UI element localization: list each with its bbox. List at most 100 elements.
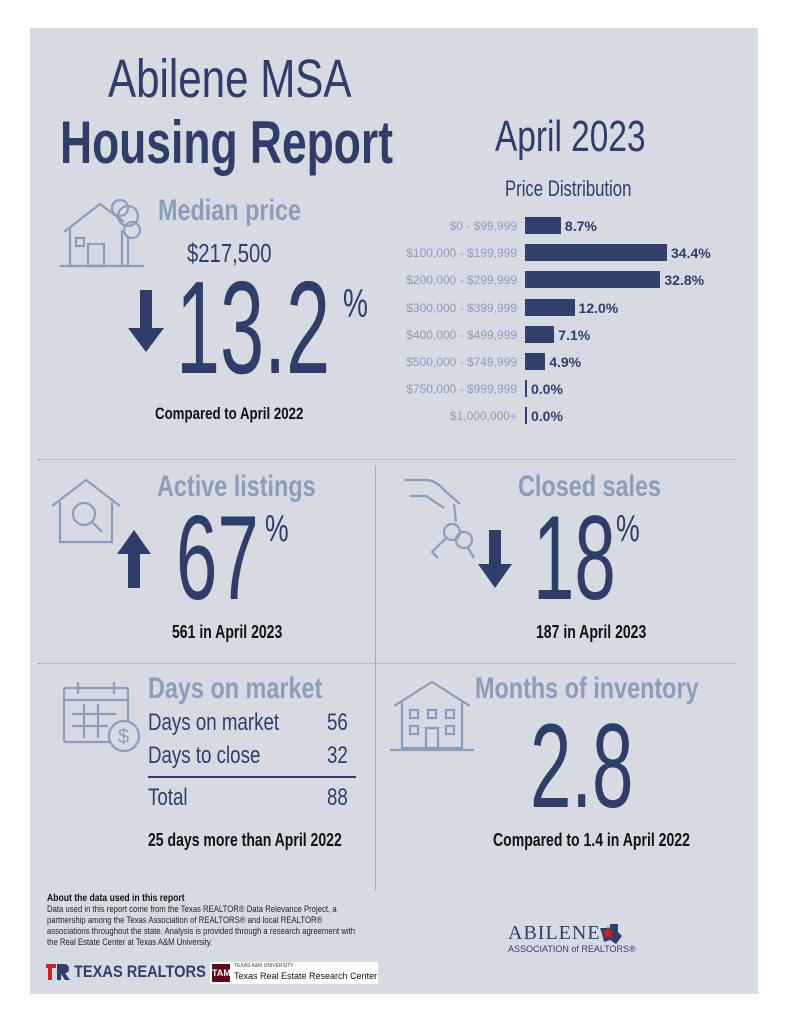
vertical-divider [375,466,376,890]
tamu-mark-icon: TAM [212,964,231,982]
distribution-bar [525,271,661,289]
median-percent-sign: % [343,282,368,326]
distribution-percent-label: 4.9% [549,354,582,370]
distribution-percent-label: 12.0% [578,299,619,316]
dom-row-label: Days on market [148,709,280,736]
arrow-down-icon [128,290,164,357]
texas-realtors-name: TEXAS REALTORS [74,962,206,981]
tamu-university: TEXAS A&M UNIVERSITY [234,963,294,969]
moi-comparison-wrap: Compared to 1.4 in April 2022 [493,830,745,851]
distribution-percent-label: 0.0% [531,408,563,425]
active-change-wrap: 67 [176,498,309,618]
price-distribution-title: Price Distribution [505,176,632,201]
active-label-wrap: Active listings [157,470,360,504]
distribution-category-label: $1,000,000+ [449,409,517,424]
distribution-category-label: $400,000 - $499,999 [406,327,517,342]
active-listings-label: Active listings [157,470,316,503]
median-pct-wrap: % [343,282,379,327]
median-value-wrap: $217,500 [187,238,295,269]
distribution-bar [525,298,575,316]
distribution-category-label: $750,000 - $999,999 [406,382,517,397]
dom-row-value: 56 [327,709,348,736]
report-title-line-1: Abilene MSA [108,49,352,109]
median-price-value: $217,500 [187,238,272,268]
dom-total-value-wrap: 88 [327,784,354,812]
distribution-percent-label: 8.7% [564,218,597,234]
texas-flag-star-icon [600,924,622,944]
arrow-up-icon [117,530,151,593]
texas-realtors-logo: TEXAS REALTORS [46,962,227,982]
about-text: Data used in this report come from the T… [47,904,356,947]
arrow-down-icon-2 [478,530,512,593]
days-on-market-comparison: 25 days more than April 2022 [148,830,342,850]
closed-label-wrap: Closed sales [518,470,701,504]
distribution-bar [525,217,561,234]
active-listings-detail: 561 in April 2023 [172,622,283,642]
distribution-bar [525,380,527,398]
about-title: About the data used in this report [47,893,185,904]
dom-total-rule [148,776,356,778]
median-change-wrap: 13.2 [176,262,433,394]
active-listings-change: 67 [176,491,259,625]
active-pct-wrap: % [265,508,299,551]
distribution-percent-label: 34.4% [671,245,711,262]
moi-label-wrap: Months of inventory [475,672,762,706]
report-title-line-2: Housing Report [60,109,393,176]
title-line-1-wrap: Abilene MSA [108,48,420,110]
distribution-percent-label: 32.8% [664,272,705,289]
divider-2 [38,663,736,664]
distribution-category-label: $200,000 - $299,999 [406,273,517,288]
dom-row-2-label-wrap: Days to close [148,742,292,770]
calendar-dollar-icon: $ [62,680,144,759]
months-of-inventory-value: 2.8 [530,699,634,833]
closed-sales-change: 18 [533,491,616,625]
dom-total-label: Total [148,784,188,811]
days-on-market-label: Days on market [148,672,323,705]
distribution-bar [525,353,546,370]
report-period: April 2023 [495,112,646,161]
distribution-percent-label: 0.0% [531,381,563,398]
report-panel [30,28,758,994]
dom-row-label: Days to close [148,742,261,769]
closed-percent-sign: % [616,508,640,550]
median-price-label: Median price [158,194,302,227]
closed-change-wrap: 18 [533,498,666,618]
abilene-name: ABILENE [508,922,601,944]
svg-text:$: $ [118,726,129,748]
distribution-bar [525,407,527,425]
distribution-category-label: $0 - $99,999 [449,219,517,233]
moi-value-wrap: 2.8 [530,706,697,826]
tamu-center-name: Texas Real Estate Research Center [234,971,378,981]
distribution-category-label: $500,000 - $749,999 [406,355,517,369]
house-tree-icon [60,196,144,275]
divider-1 [38,459,736,460]
dom-comparison-wrap: 25 days more than April 2022 [148,830,396,851]
closed-pct-wrap: % [616,508,650,551]
title-line-2-wrap: Housing Report [60,108,510,177]
texas-realtors-mark-icon [46,964,70,980]
tamu-logo: TAM TEXAS A&M UNIVERSITY Texas Real Esta… [210,962,378,984]
dom-row-1-value-wrap: 56 [327,709,354,737]
median-price-change: 13.2 [176,254,331,401]
closed-detail-wrap: 187 in April 2023 [536,622,677,643]
about-block: About the data used in this report Data … [47,893,407,948]
dom-row-value: 32 [327,742,348,769]
months-of-inventory-label: Months of inventory [475,672,699,705]
distribution-bar [525,325,555,343]
building-icon [390,678,474,759]
dom-total-label-wrap: Total [148,784,199,812]
active-detail-wrap: 561 in April 2023 [172,622,313,643]
closed-sales-label: Closed sales [518,470,662,503]
distribution-title-wrap: Price Distribution [505,176,671,202]
distribution-percent-label: 7.1% [558,326,591,343]
median-comparison: Compared to April 2022 [155,404,304,423]
median-comparison-wrap: Compared to April 2022 [155,404,345,424]
abilene-logo: ABILENE ASSOCIATION of REALTORS® [508,922,636,954]
abilene-sub: ASSOCIATION of REALTORS® [508,944,636,954]
dom-row-2-value-wrap: 32 [327,742,354,770]
distribution-category-label: $300,000 - $399,999 [406,300,517,315]
distribution-category-label: $100,000 - $199,999 [406,246,517,261]
dom-total-value: 88 [327,784,348,811]
distribution-bar [525,244,667,262]
median-label-wrap: Median price [158,194,341,228]
